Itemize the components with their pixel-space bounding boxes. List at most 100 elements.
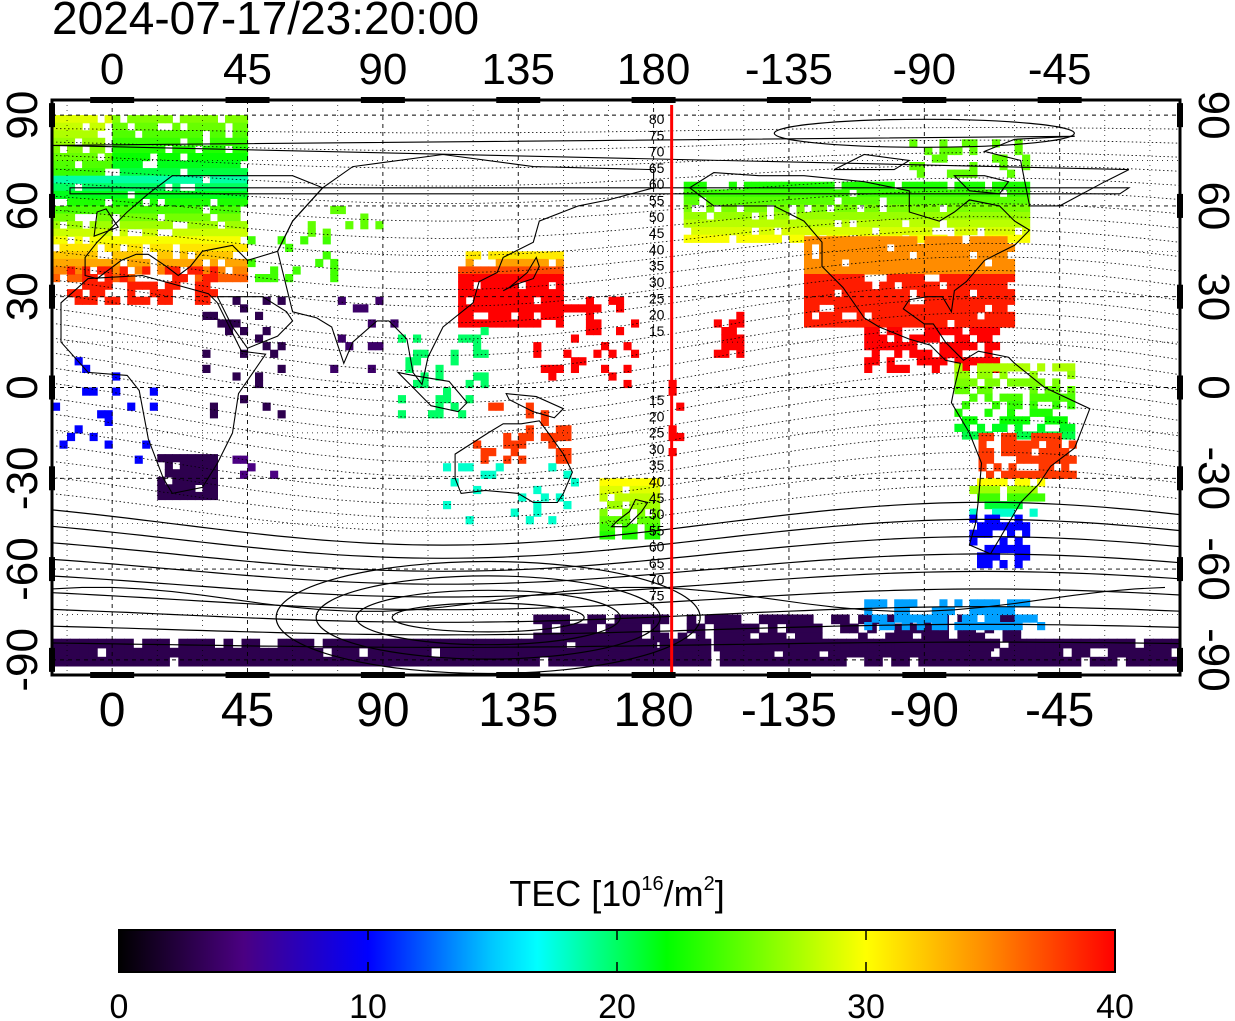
tec-cell	[67, 213, 76, 222]
tec-cell	[984, 386, 993, 395]
tec-cell	[89, 296, 98, 305]
tec-cell	[194, 205, 203, 215]
tec-cell	[999, 196, 1008, 205]
tec-cell	[683, 181, 692, 190]
tec-cell	[525, 274, 534, 283]
tec-cell	[458, 463, 467, 472]
tec-cell	[277, 342, 286, 351]
tec-cell	[555, 425, 564, 434]
tec-cell	[1029, 386, 1038, 395]
tec-cell	[977, 357, 986, 366]
tec-cell	[879, 289, 888, 298]
tec-cell	[134, 205, 143, 215]
tec-cell	[840, 641, 850, 652]
tec-cell	[652, 501, 661, 510]
tec-cell	[819, 258, 828, 268]
tec-cell	[984, 606, 993, 616]
tec-cell	[52, 183, 61, 192]
tec-cell	[89, 258, 98, 268]
tec-cell	[119, 251, 128, 260]
tec-cell	[533, 319, 542, 328]
tec-cell	[879, 296, 888, 305]
tec-cell	[916, 304, 925, 313]
tec-cell	[533, 258, 542, 268]
tec-cell	[330, 364, 339, 373]
tec-cell	[548, 432, 557, 442]
tec-cell	[961, 289, 970, 298]
tec-cell	[977, 327, 986, 336]
tec-cell	[978, 463, 987, 472]
tec-cell	[1023, 470, 1032, 479]
contour-label: 20	[649, 307, 665, 323]
tec-cell	[692, 656, 703, 667]
tec-cell	[194, 461, 203, 470]
tec-cell	[494, 638, 504, 649]
tec-cell	[864, 266, 873, 275]
tec-cell	[548, 656, 558, 667]
tec-cell	[385, 656, 396, 667]
tec-cell	[149, 115, 158, 124]
tec-cell	[518, 296, 527, 305]
tec-cell	[89, 168, 98, 177]
tec-cell	[194, 236, 203, 245]
tec-cell	[886, 204, 895, 213]
tec-cell	[891, 647, 901, 658]
bottom-longitude-ticks: 0 45 90 135 180 -135 -90 -45	[99, 684, 1095, 737]
tec-cell	[931, 311, 940, 320]
tec-cell	[1001, 440, 1010, 449]
tec-cell	[458, 319, 467, 328]
tec-cell	[172, 168, 181, 177]
tec-cell	[225, 243, 234, 252]
tec-cell	[157, 266, 166, 275]
tec-cell	[834, 204, 843, 213]
tec-cell	[74, 175, 83, 184]
tec-cell	[819, 319, 828, 328]
tec-cell	[164, 205, 173, 215]
tec-cell	[1016, 448, 1025, 457]
top-lon-tick-label: 180	[617, 45, 690, 94]
tec-cell	[1022, 544, 1031, 554]
tec-cell	[668, 641, 679, 652]
tec-cell	[954, 327, 963, 336]
tec-cell	[786, 641, 796, 652]
tec-cell	[488, 470, 497, 479]
tec-cell	[611, 647, 622, 658]
tec-cell	[599, 478, 608, 487]
tec-cell	[826, 219, 835, 228]
tec-cell	[202, 274, 211, 283]
tec-cell	[164, 198, 173, 207]
tec-cell	[525, 281, 534, 290]
tec-cell	[931, 154, 940, 163]
tec-cell	[961, 243, 970, 252]
tec-cell	[886, 181, 895, 190]
tec-cell	[894, 614, 903, 623]
tec-cell	[957, 632, 967, 643]
tec-cell	[1029, 408, 1038, 417]
tec-cell	[403, 656, 414, 667]
tec-cell	[495, 319, 504, 328]
tec-cell	[82, 228, 91, 237]
tec-cell	[939, 258, 948, 268]
tec-cell	[977, 243, 986, 252]
tec-cell	[999, 622, 1008, 631]
tec-cell	[232, 266, 241, 275]
tec-cell	[164, 153, 173, 162]
tec-cell	[232, 228, 241, 237]
tec-cell	[894, 212, 903, 221]
tec-cell	[992, 378, 1001, 387]
tec-cell	[1037, 622, 1046, 631]
tec-cell	[187, 228, 196, 237]
tec-cell	[743, 219, 752, 228]
tec-cell	[804, 304, 813, 313]
tec-cell	[1007, 169, 1016, 178]
colorbar-tick-label: 0	[110, 988, 129, 1021]
tec-cell	[781, 219, 790, 228]
tec-cell	[984, 485, 993, 495]
tec-cell	[909, 266, 918, 275]
tec-cell	[480, 266, 489, 275]
tec-cell	[819, 281, 828, 290]
tec-cell	[340, 656, 351, 667]
tec-cell	[683, 219, 692, 228]
tec-cell	[74, 145, 83, 154]
contour-labels: 8075706560555045403530252015152025303540…	[649, 111, 665, 604]
